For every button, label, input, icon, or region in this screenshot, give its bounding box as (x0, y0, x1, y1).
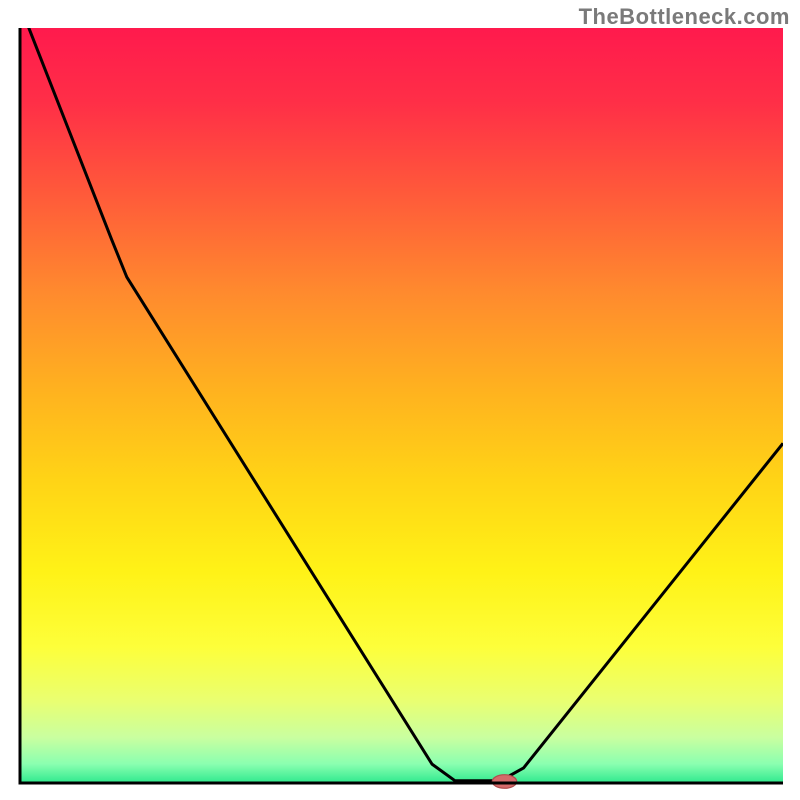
chart-container: TheBottleneck.com (0, 0, 800, 800)
plot-background (20, 28, 783, 783)
optimal-point-marker (492, 775, 516, 789)
watermark-text: TheBottleneck.com (579, 4, 790, 30)
bottleneck-curve-chart (0, 0, 800, 800)
